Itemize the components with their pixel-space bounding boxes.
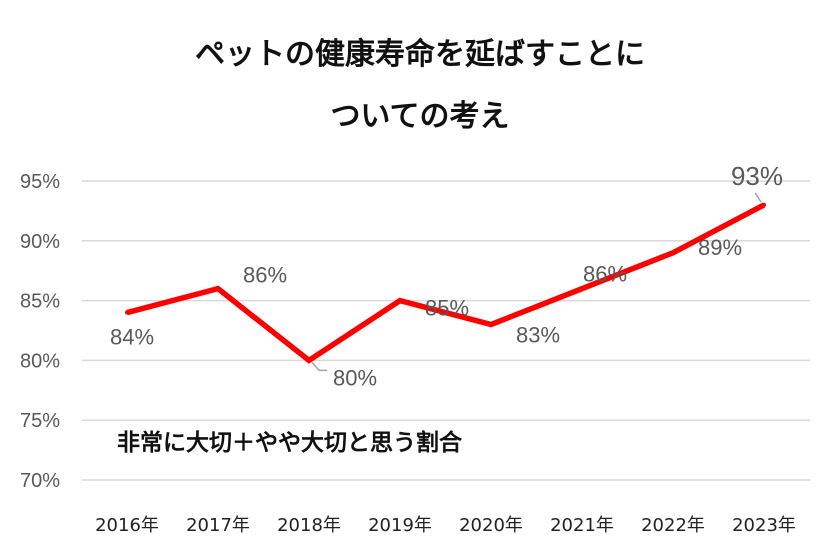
gridlines (82, 180, 810, 481)
data-point (580, 286, 584, 291)
chart-annotation: 非常に大切＋やや大切と思う割合 (117, 429, 463, 456)
data-point (762, 202, 766, 207)
x-tick-label: 2021年 (550, 515, 614, 536)
data-label: 85% (425, 296, 469, 321)
x-tick-label: 2016年 (95, 515, 159, 536)
y-tick-label: 80% (20, 350, 60, 372)
data-labels: 84% 86% 80% 85% 83% 86% 89% 93% (110, 161, 783, 390)
data-label: 80% (333, 365, 377, 390)
data-point (125, 310, 129, 315)
series-line (126, 202, 766, 364)
chart-title-line-1: ペットの健康寿命を延ばすことに (195, 37, 645, 72)
x-tick-label: 2020年 (459, 515, 523, 536)
leader-line (754, 192, 762, 203)
data-label: 89% (698, 235, 742, 260)
data-point (671, 250, 675, 255)
label-leader-lines (311, 192, 762, 372)
y-tick-label: 90% (20, 231, 60, 253)
data-label: 93% (731, 161, 783, 191)
y-tick-label: 70% (20, 470, 60, 492)
x-tick-label: 2017年 (186, 515, 250, 536)
y-axis-tick-labels: 70% 75% 80% 85% 90% 95% (20, 171, 60, 492)
x-axis-tick-labels: 2016年 2017年 2018年 2019年 2020年 2021年 2022年 2023年 (95, 515, 796, 536)
data-label: 86% (243, 263, 287, 288)
y-tick-label: 75% (20, 410, 60, 432)
data-point (307, 358, 311, 363)
data-label: 86% (583, 262, 627, 287)
data-point (489, 322, 493, 327)
chart-title-line-2: ついての考え (330, 99, 509, 134)
x-tick-label: 2022年 (641, 515, 705, 536)
y-tick-label: 95% (20, 171, 60, 193)
data-label: 84% (110, 325, 154, 350)
data-point (216, 286, 220, 291)
leader-line (311, 361, 327, 372)
x-tick-label: 2018年 (277, 515, 341, 536)
data-label: 83% (516, 323, 560, 348)
data-point (398, 298, 402, 303)
x-tick-label: 2023年 (732, 515, 796, 536)
x-tick-label: 2019年 (368, 515, 432, 536)
y-tick-label: 85% (20, 291, 60, 313)
series-group (125, 202, 766, 364)
